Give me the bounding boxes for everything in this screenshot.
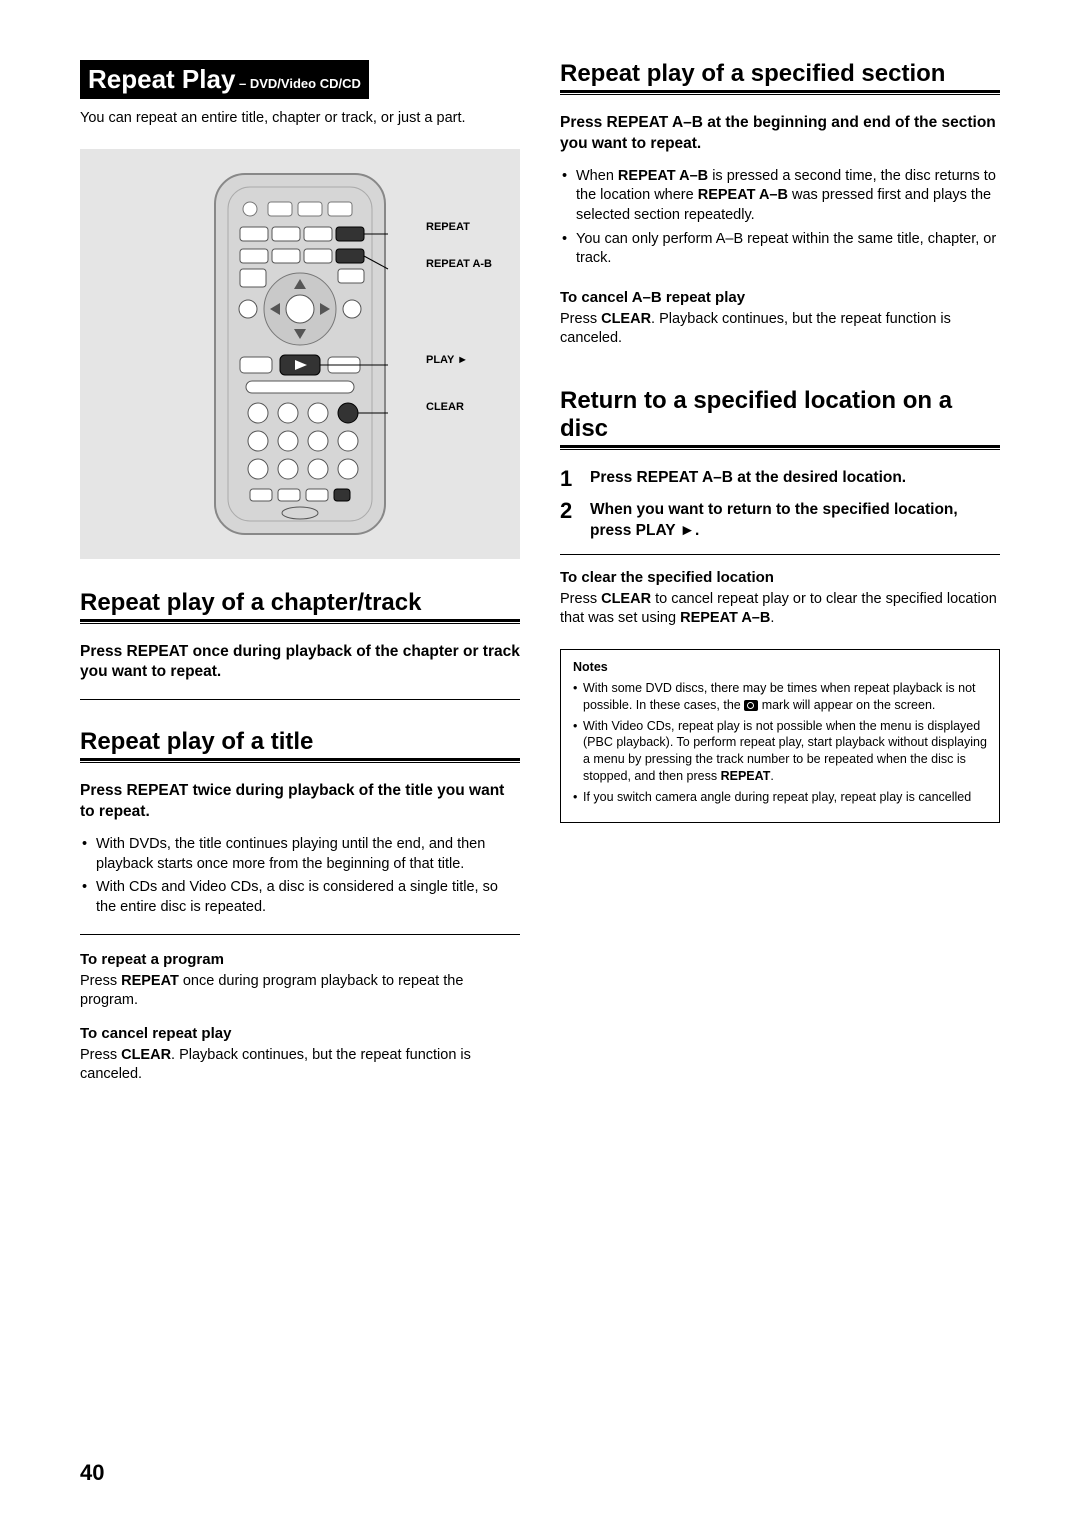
page-number: 40 <box>80 1460 104 1486</box>
remote-label-list: REPEAT REPEAT A-B PLAY ► CLEAR <box>426 219 492 437</box>
remote-label: PLAY ► <box>426 352 492 370</box>
text-part: When <box>576 168 618 184</box>
body-text: Press REPEAT once during program playbac… <box>80 972 520 1011</box>
intro-text: You can repeat an entire title, chapter … <box>80 109 520 129</box>
body-text: Press CLEAR. Playback continues, but the… <box>80 1046 520 1085</box>
text-part: . <box>770 610 774 626</box>
text-part: Press <box>560 591 601 607</box>
sub-heading: To clear the specified location <box>560 569 1000 586</box>
note-item: If you switch camera angle during repeat… <box>583 789 987 806</box>
section-heading-title: Repeat play of a title <box>80 728 520 756</box>
remote-icon <box>210 169 390 539</box>
body-text: Press CLEAR. Playback continues, but the… <box>560 310 1000 349</box>
text-part: mark will appear on the screen. <box>758 698 935 712</box>
sub-heading: To repeat a program <box>80 951 520 968</box>
step-number: 2 <box>560 500 578 542</box>
divider <box>80 934 520 935</box>
step-text: When you want to return to the specified… <box>590 500 1000 542</box>
bullet-list: When REPEAT A–B is pressed a second time… <box>560 167 1000 269</box>
text-bold: REPEAT <box>721 769 771 783</box>
text-part: Press <box>560 311 601 327</box>
bullet-item: With DVDs, the title continues playing u… <box>94 835 520 874</box>
note-item: With Video CDs, repeat play is not possi… <box>583 718 987 786</box>
instruction-text: Press REPEAT once during playback of the… <box>80 642 520 684</box>
step-text: Press REPEAT A–B at the desired location… <box>590 468 906 490</box>
notes-title: Notes <box>573 660 987 674</box>
numbered-step: 2 When you want to return to the specifi… <box>560 500 1000 542</box>
heading-rule <box>80 758 520 763</box>
text-bold: REPEAT A–B <box>698 187 788 203</box>
text-bold: REPEAT A–B <box>618 168 708 184</box>
section-heading-specified-section: Repeat play of a specified section <box>560 60 1000 88</box>
instruction-text: Press REPEAT twice during playback of th… <box>80 781 520 823</box>
remote-illustration: REPEAT REPEAT A-B PLAY ► CLEAR <box>80 149 520 559</box>
note-item: With some DVD discs, there may be times … <box>583 680 987 714</box>
page-root: Repeat Play – DVD/Video CD/CD You can re… <box>80 60 1000 1486</box>
bullet-item: With CDs and Video CDs, a disc is consid… <box>94 878 520 917</box>
bullet-item: You can only perform A–B repeat within t… <box>574 230 1000 269</box>
text-bold: REPEAT A–B <box>680 610 770 626</box>
notes-list: With some DVD discs, there may be times … <box>573 680 987 806</box>
prohibit-mark-icon <box>744 700 758 711</box>
sub-heading: To cancel A–B repeat play <box>560 289 1000 306</box>
bullet-list: With DVDs, the title continues playing u… <box>80 835 520 917</box>
divider <box>80 699 520 700</box>
text-bold: CLEAR <box>601 311 651 327</box>
text-bold: REPEAT <box>121 973 179 989</box>
instruction-text: Press REPEAT A–B at the beginning and en… <box>560 113 1000 155</box>
text-part: . <box>770 769 773 783</box>
divider <box>560 554 1000 555</box>
title-bar: Repeat Play – DVD/Video CD/CD <box>80 60 369 99</box>
remote-label: REPEAT A-B <box>426 256 492 274</box>
title-big: Repeat Play <box>88 64 235 94</box>
heading-rule <box>560 90 1000 95</box>
heading-rule <box>560 445 1000 450</box>
remote-label: REPEAT <box>426 219 492 237</box>
title-small: – DVD/Video CD/CD <box>235 76 360 91</box>
sub-heading: To cancel repeat play <box>80 1025 520 1042</box>
bullet-item: When REPEAT A–B is pressed a second time… <box>574 167 1000 226</box>
section-heading-return-location: Return to a specified location on a disc <box>560 387 1000 443</box>
notes-box: Notes With some DVD discs, there may be … <box>560 649 1000 823</box>
numbered-step: 1 Press REPEAT A–B at the desired locati… <box>560 468 1000 490</box>
text-part: Press <box>80 973 121 989</box>
text-bold: CLEAR <box>121 1047 171 1063</box>
text-part: Press <box>80 1047 121 1063</box>
left-column: Repeat Play – DVD/Video CD/CD You can re… <box>80 60 520 1486</box>
remote-label: CLEAR <box>426 399 492 417</box>
section-heading-chapter-track: Repeat play of a chapter/track <box>80 589 520 617</box>
step-number: 1 <box>560 468 578 490</box>
text-bold: CLEAR <box>601 591 651 607</box>
right-column: Repeat play of a specified section Press… <box>560 60 1000 1486</box>
text-part: With Video CDs, repeat play is not possi… <box>583 719 987 784</box>
heading-rule <box>80 619 520 624</box>
body-text: Press CLEAR to cancel repeat play or to … <box>560 590 1000 629</box>
